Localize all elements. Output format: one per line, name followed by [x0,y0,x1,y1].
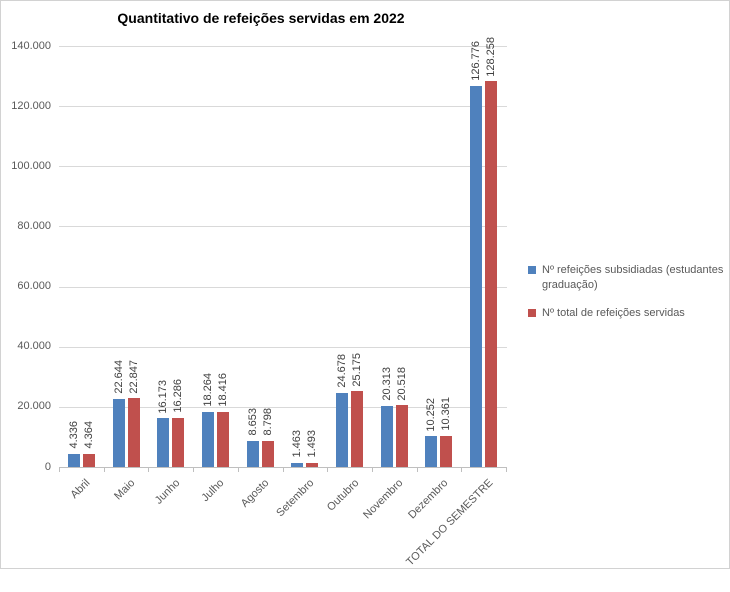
bar-series2-agosto [261,440,274,467]
bar-data-label: 22.847 [127,359,140,394]
y-tick-label: 0 [44,460,51,473]
y-tick-label: 80.000 [17,219,51,232]
bar-series2-total-do-semestre [485,81,498,467]
bar-data-label: 4.364 [82,421,95,449]
bar-data-label: 128.258 [485,36,498,77]
x-axis-tick [371,468,373,472]
bar-series1-agosto [246,440,259,467]
gridline [59,166,507,168]
bar-data-label: 1.463 [291,430,304,458]
bar-data-label: 18.264 [201,373,214,408]
legend-entry: Nº refeições subsidiadas (estudantes gra… [528,263,726,292]
bar-series2-abril [82,453,95,467]
legend-entry: Nº total de refeições servidas [528,306,726,321]
bar-series2-maio [127,398,140,467]
bar-series1-julho [201,412,214,467]
gridline [59,226,507,228]
bar-series1-total-do-semestre [470,85,483,467]
x-axis-line [59,467,507,468]
gridline [59,286,507,288]
chart: Quantitativo de refeições servidas em 20… [0,0,730,569]
x-axis-tick [59,468,60,472]
x-axis-tick [193,468,195,472]
bar-series1-abril [67,453,80,467]
x-axis-tick [148,468,150,472]
bar-series1-dezembro [425,436,438,467]
x-axis-tick [282,468,284,472]
y-tick-label: 20.000 [17,400,51,413]
bar-series1-junho [157,418,170,467]
bar-series2-setembro [306,462,319,467]
x-axis-tick [327,468,329,472]
bar-data-label: 10.252 [425,397,438,432]
bar-series2-novembro [395,405,408,467]
y-tick-label: 140.000 [11,39,51,52]
bar-data-label: 22.644 [112,360,125,394]
gridline [59,106,507,108]
bar-data-label: 18.416 [216,372,229,407]
x-axis-tick [416,468,418,472]
bar-data-label: 4.336 [67,421,80,449]
bar-series1-maio [112,398,125,467]
gridline [59,346,507,348]
x-axis-tick [506,468,507,472]
x-axis-tick [237,468,239,472]
bar-data-label: 126.776 [470,41,483,81]
bar-data-label: 16.286 [172,379,185,414]
legend: Nº refeições subsidiadas (estudantes gra… [528,263,726,335]
y-tick-label: 40.000 [17,340,51,353]
plot-area: 4.336 4.364 22.644 22.847 16.173 16.286 18.264… [59,37,506,467]
x-axis-tick [461,468,463,472]
bar-series2-outubro [351,391,364,467]
bar-data-label: 20.518 [395,366,408,401]
bar-series2-dezembro [440,435,453,467]
y-tick-label: 60.000 [17,280,51,293]
bar-series1-setembro [291,462,304,467]
y-tick-label: 120.000 [11,99,51,112]
bar-data-label: 25.175 [351,352,364,387]
gridline [59,46,507,47]
gridline [59,406,507,408]
chart-title: Quantitativo de refeições servidas em 20… [117,10,405,26]
bar-series2-julho [216,411,229,467]
bar-data-label: 24.678 [336,354,349,388]
bar-data-label: 20.313 [380,367,393,401]
legend-swatch-icon [528,309,536,318]
legend-label: Nº refeições subsidiadas (estudantes gra… [542,264,724,291]
x-axis-tick [103,468,105,472]
bar-data-label: 1.493 [306,429,319,458]
bar-series1-outubro [336,392,349,467]
y-tick-label: 100.000 [11,159,51,172]
bar-data-label: 10.361 [440,397,453,431]
bar-series1-novembro [380,405,393,467]
bar-series2-junho [172,418,185,467]
bar-data-label: 8.798 [261,408,274,436]
bar-data-label: 16.173 [157,379,170,414]
legend-label: Nº total de refeições servidas [542,307,685,320]
bar-data-label: 8.653 [246,408,259,436]
legend-swatch-icon [528,266,536,274]
